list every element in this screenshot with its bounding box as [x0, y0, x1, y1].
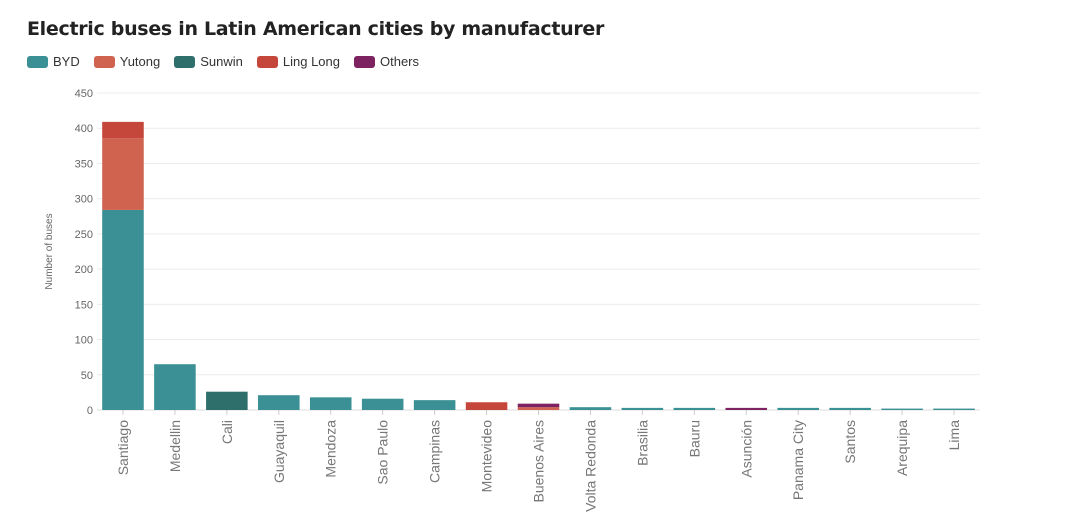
legend-item-sunwin[interactable]: Sunwin [174, 54, 243, 69]
y-tick-label: 450 [75, 88, 93, 100]
legend-swatch [27, 55, 48, 68]
y-tick-label: 250 [75, 229, 93, 241]
bar-byd[interactable] [569, 407, 612, 410]
legend-item-yutong[interactable]: Yutong [93, 54, 161, 69]
y-tick-label: 350 [75, 158, 93, 170]
legend-swatch [256, 55, 278, 68]
bar-byd[interactable] [621, 407, 664, 410]
x-tick-label: Santiago [115, 420, 131, 475]
legend-label: Sunwin [200, 54, 243, 69]
bar-ling-long[interactable] [465, 402, 508, 410]
legend-item-others[interactable]: Others [354, 54, 419, 69]
x-tick-label: Brasilia [634, 420, 650, 466]
legend-swatch [93, 55, 115, 68]
bar-byd[interactable] [933, 408, 975, 410]
x-tick-label: Guayaquil [271, 420, 287, 483]
legend-swatch [354, 55, 375, 68]
x-tick-label: Cali [219, 420, 235, 444]
x-tick-label: Sao Paulo [375, 420, 391, 485]
legend-item-ling-long[interactable]: Ling Long [256, 54, 340, 69]
bar-byd[interactable] [309, 397, 352, 410]
y-axis-label: Number of buses [44, 213, 55, 289]
bar-byd[interactable] [413, 400, 456, 410]
x-tick-label: Bauru [686, 420, 702, 457]
bar-byd[interactable] [258, 395, 300, 410]
legend: BYD Yutong Sunwin Ling Long Others [27, 54, 419, 69]
x-tick-label: Mendoza [323, 420, 339, 478]
bar-byd[interactable] [361, 398, 404, 410]
bar-byd[interactable] [102, 209, 144, 410]
x-tick-label: Lima [946, 420, 962, 451]
x-tick-label: Montevideo [479, 420, 495, 493]
bar-yutong[interactable] [517, 407, 560, 410]
bar-yutong[interactable] [102, 138, 144, 210]
x-tick-label: Panama City [790, 420, 806, 500]
x-tick-label: Campinas [427, 420, 443, 483]
legend-label: Others [380, 54, 420, 69]
legend-swatch [174, 55, 196, 68]
x-tick-label: Volta Redonda [582, 420, 598, 512]
bar-sunwin[interactable] [206, 391, 248, 410]
bar-ling-long[interactable] [102, 121, 144, 139]
y-tick-label: 400 [75, 123, 93, 135]
y-tick-label: 300 [75, 194, 93, 206]
x-tick-label: Asunción [738, 420, 754, 478]
y-tick-label: 50 [81, 370, 93, 382]
x-tick-label: Buenos Aires [531, 420, 547, 503]
legend-label: BYD [53, 54, 80, 69]
bar-byd[interactable] [829, 407, 871, 410]
legend-label: Ling Long [282, 54, 340, 69]
x-tick-label: Arequipa [894, 420, 910, 476]
bar-byd[interactable] [673, 407, 716, 410]
bar-byd[interactable] [777, 407, 819, 410]
x-tick-label: Santos [842, 420, 858, 464]
bar-others[interactable] [517, 403, 560, 408]
y-tick-label: 150 [75, 299, 93, 311]
y-tick-label: 0 [87, 405, 93, 417]
bar-byd[interactable] [881, 408, 923, 410]
legend-label: Yutong [119, 54, 161, 69]
y-tick-label: 100 [75, 335, 93, 347]
bar-byd[interactable] [154, 364, 196, 410]
legend-item-byd[interactable]: BYD [27, 54, 80, 69]
y-tick-label: 200 [75, 264, 93, 276]
chart-title: Electric buses in Latin American cities … [27, 18, 605, 40]
x-tick-label: Medellin [167, 420, 183, 472]
bar-others[interactable] [725, 407, 768, 410]
